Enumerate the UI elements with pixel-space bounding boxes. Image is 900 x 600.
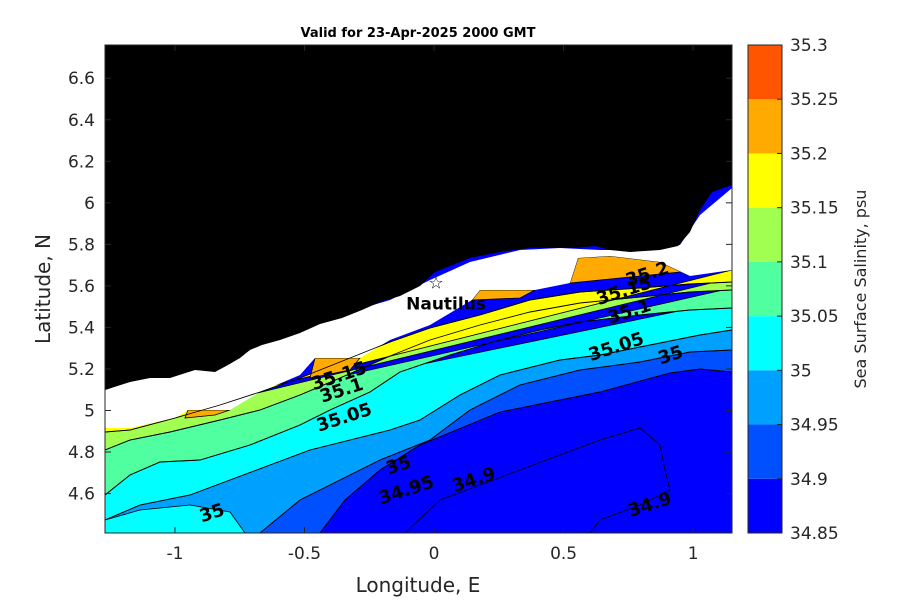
colorbar-swatch <box>748 424 782 479</box>
plot-area <box>105 45 732 533</box>
colorbar-tick-label: 34.9 <box>790 470 828 490</box>
colorbar-tick-label: 35.3 <box>790 36 828 56</box>
y-tick-label: 5.2 <box>68 360 95 380</box>
x-axis-ticks: -1 -0.5 0 0.5 1 <box>166 45 699 564</box>
y-axis-ticks: 4.6 4.8 5 5.2 5.4 5.6 5.8 6 6.2 6.4 6.6 <box>68 69 732 505</box>
colorbar-swatch <box>748 45 782 100</box>
band-34-85-pocket <box>404 427 671 533</box>
x-tick-label: -0.5 <box>288 544 321 564</box>
colorbar-tick-label: 34.85 <box>790 524 839 544</box>
colorbar-tick-label: 34.95 <box>790 416 839 436</box>
star-icon: ☆ <box>428 274 443 294</box>
band-35-pocket <box>105 504 246 533</box>
x-tick-label: 0.5 <box>550 544 577 564</box>
y-tick-label: 5.4 <box>68 318 95 338</box>
station-marker: ☆ Nautilus <box>406 274 486 315</box>
colorbar-frame <box>747 44 783 534</box>
y-tick-label: 6.2 <box>68 152 95 172</box>
y-tick-label: 4.8 <box>68 443 95 463</box>
y-axis-label: Latitude, N <box>31 234 55 344</box>
y-tick-label: 4.6 <box>68 485 95 505</box>
colorbar-swatch <box>748 261 782 317</box>
colorbar-swatch <box>748 316 782 371</box>
contour-lines <box>105 281 732 533</box>
chart-title: Valid for 23-Apr-2025 2000 GMT <box>301 26 536 41</box>
colorbar-swatch <box>748 153 782 208</box>
colorbar-tick-label: 35.2 <box>790 144 828 164</box>
plot-frame <box>104 44 733 534</box>
colorbar-tick-label: 35.25 <box>790 90 839 110</box>
y-tick-label: 6 <box>84 194 95 214</box>
colorbar: 34.85 34.9 34.95 35 35.05 35.1 35.15 35.2 35.25 3… <box>747 36 839 544</box>
y-tick-label: 6.4 <box>68 111 95 131</box>
colorbar-swatch <box>748 370 782 425</box>
colorbar-tick-label: 35.15 <box>790 199 839 219</box>
y-tick-label: 5 <box>84 401 95 421</box>
no-data-strip <box>105 188 732 428</box>
x-tick-label: -1 <box>166 544 183 564</box>
station-label: Nautilus <box>406 295 486 315</box>
y-tick-label: 5.8 <box>68 235 95 255</box>
band-35-2-east <box>569 255 732 284</box>
colorbar-tick-label: 35.1 <box>790 253 828 273</box>
x-tick-label: 1 <box>688 544 699 564</box>
colorbar-swatch <box>748 478 782 533</box>
land-mass <box>105 45 732 390</box>
colorbar-label: Sea Surface Salinity, psu <box>851 190 870 389</box>
y-tick-label: 5.6 <box>68 277 95 297</box>
y-tick-label: 6.6 <box>68 69 95 89</box>
colorbar-tick-label: 35.05 <box>790 307 839 327</box>
colorbar-swatch <box>748 99 782 154</box>
x-axis-label: Longitude, E <box>356 573 481 597</box>
colorbar-swatch <box>748 207 782 262</box>
colorbar-tick-label: 35 <box>790 361 812 381</box>
x-tick-label: 0 <box>429 544 440 564</box>
